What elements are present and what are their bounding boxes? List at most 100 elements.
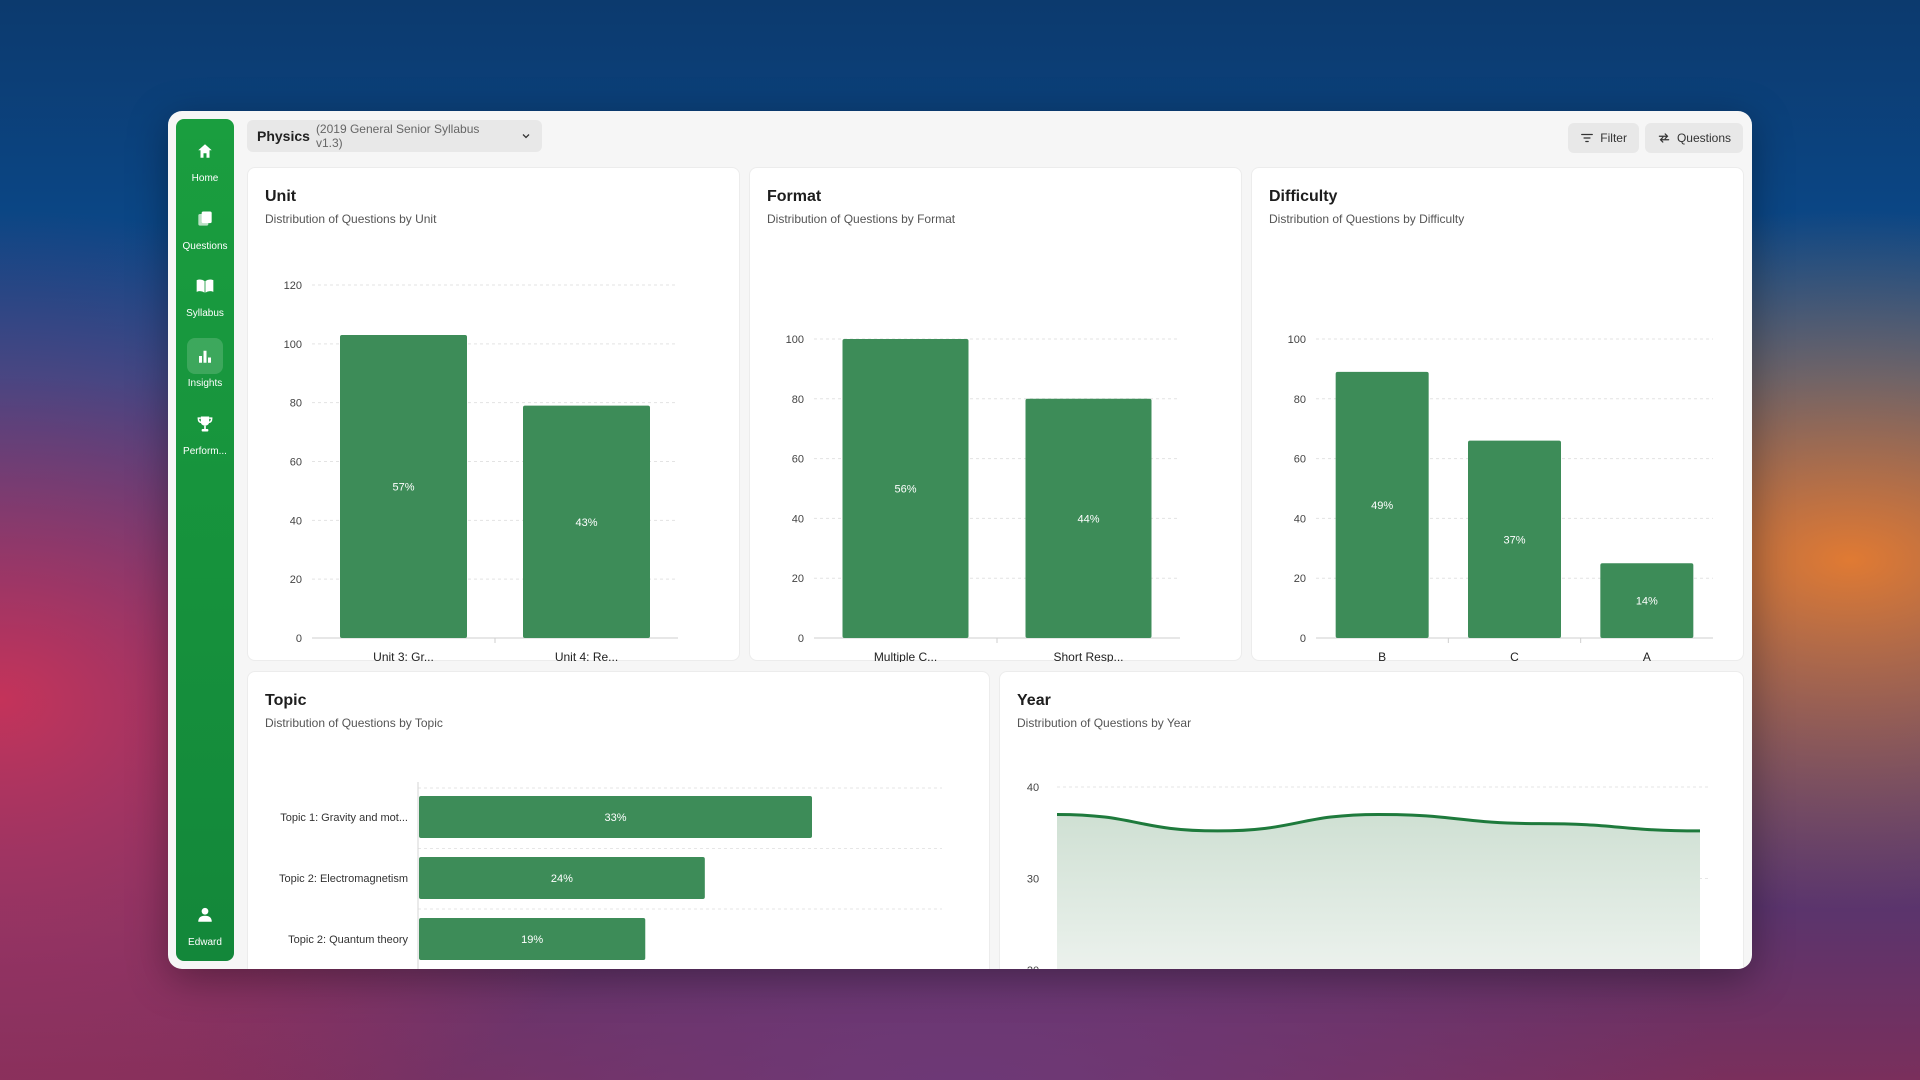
y-tick-label: 20 [290, 574, 302, 586]
bar [523, 405, 650, 638]
x-tick-label: C [1510, 650, 1519, 662]
y-tick-label: 20 [792, 573, 804, 585]
card-subtitle: Distribution of Questions by Difficulty [1269, 212, 1465, 226]
user-icon [187, 897, 223, 933]
filter-icon [1580, 131, 1594, 145]
questions-button[interactable]: Questions [1644, 123, 1743, 153]
y-tick-label: 0 [798, 633, 804, 645]
card-title: Year [1017, 692, 1051, 709]
sidebar-item-questions[interactable]: Questions [176, 201, 234, 263]
chevron-down-icon [520, 130, 532, 142]
data-label: 57% [392, 482, 414, 494]
bar [419, 918, 646, 960]
data-label: 24% [551, 873, 573, 885]
format-card: Format Distribution of Questions by Form… [749, 167, 1242, 662]
y-tick-label: 100 [1288, 334, 1306, 346]
bar [842, 339, 969, 638]
sidebar-item-label: Perform... [183, 446, 227, 457]
sidebar-item-label: Questions [182, 241, 228, 252]
topic-chart: 33% Topic 1: Gravity and mot... 24% Topic 2… [279, 782, 942, 969]
data-label: 49% [1371, 500, 1393, 512]
y-tick-label: 80 [1294, 394, 1306, 406]
sidebar-item-syllabus[interactable]: Syllabus [176, 268, 234, 330]
y-tick-label: 40 [1294, 513, 1306, 525]
y-tick-label: 100 [284, 339, 302, 351]
topic-card: Topic Distribution of Questions by Topic… [247, 671, 990, 969]
year-chart: 20 30 40 [1027, 782, 1710, 969]
y-tick-label: 40 [290, 515, 302, 527]
y-tick-label: 120 [284, 280, 302, 292]
x-tick-label: B [1378, 650, 1386, 662]
y-tick-label: 20 [1294, 573, 1306, 585]
bar [1468, 440, 1561, 638]
data-label: 44% [1077, 513, 1099, 525]
subject-name: Physics [257, 128, 310, 144]
bar [340, 335, 467, 638]
cards-icon [187, 201, 223, 237]
y-tick-label: Topic 2: Electromagnetism [279, 873, 408, 885]
y-tick-label: 40 [1027, 782, 1039, 794]
swap-arrows-icon [1657, 131, 1671, 145]
y-tick-label: 80 [792, 394, 804, 406]
card-subtitle: Distribution of Questions by Format [767, 212, 956, 226]
bar [419, 857, 705, 899]
sidebar-item-insights[interactable]: Insights [176, 338, 234, 400]
data-label: 19% [521, 934, 543, 946]
card-subtitle: Distribution of Questions by Unit [265, 212, 437, 226]
user-name: Edward [188, 937, 222, 948]
data-label: 33% [604, 812, 626, 824]
bar-chart-icon [187, 338, 223, 374]
unit-chart: 0 20 40 60 80 100 120 57% Unit 3: Gr... 43% Unit 4… [284, 280, 678, 662]
y-tick-label: 60 [792, 454, 804, 466]
sidebar-item-label: Home [191, 173, 219, 184]
y-tick-label: Topic 2: Quantum theory [288, 934, 408, 946]
book-icon [187, 268, 223, 304]
y-tick-label: 40 [792, 513, 804, 525]
y-tick-label: 80 [290, 398, 302, 410]
x-tick-label: Unit 3: Gr... [373, 650, 434, 662]
y-tick-label: Topic 1: Gravity and mot... [280, 812, 408, 824]
data-label: 56% [894, 484, 916, 496]
y-tick-label: 60 [290, 457, 302, 469]
difficulty-card: Difficulty Distribution of Questions by … [1251, 167, 1744, 662]
data-label: 43% [575, 517, 597, 529]
difficulty-chart: 0 20 40 60 80 100 49% B 37% C 14% A [1288, 334, 1713, 662]
card-subtitle: Distribution of Questions by Topic [265, 716, 443, 730]
bar [1600, 563, 1694, 638]
sidebar-item-label: Syllabus [186, 308, 224, 319]
subject-syllabus: (2019 General Senior Syllabus v1.3) [315, 122, 480, 150]
trophy-icon [187, 406, 223, 442]
card-title: Difficulty [1269, 188, 1338, 205]
y-tick-label: 30 [1027, 874, 1039, 886]
sidebar-item-performance[interactable]: Perform... [176, 406, 234, 468]
y-tick-label: 100 [786, 334, 804, 346]
sidebar: Home Questions Syllabus Insights Perform… [176, 119, 234, 961]
format-chart: 0 20 40 60 80 100 56% Multiple C... 44% Short Res… [786, 334, 1180, 662]
sidebar-item-home[interactable]: Home [176, 133, 234, 195]
year-card: Year Distribution of Questions by Year 2… [999, 671, 1744, 969]
questions-label: Questions [1676, 131, 1731, 145]
x-tick-label: Multiple C... [874, 650, 937, 662]
y-tick-label: 60 [1294, 454, 1306, 466]
bar [1335, 371, 1429, 638]
x-tick-label: A [1643, 650, 1651, 662]
data-label: 14% [1636, 596, 1658, 608]
y-tick-label: 0 [1300, 633, 1306, 645]
card-title: Topic [265, 692, 307, 709]
series-line [1056, 812, 1701, 833]
app-window: Home Questions Syllabus Insights Perform… [168, 111, 1752, 969]
bar [1025, 398, 1152, 638]
subject-selector[interactable]: Physics (2019 General Senior Syllabus v1… [247, 120, 542, 152]
filter-label: Filter [1600, 131, 1627, 145]
user-profile[interactable]: Edward [176, 897, 234, 959]
card-title: Unit [265, 188, 297, 205]
unit-card: Unit Distribution of Questions by Unit 0… [247, 167, 740, 662]
x-tick-label: Short Resp... [1053, 650, 1123, 662]
toolbar: Filter Questions [1568, 123, 1743, 153]
filter-button[interactable]: Filter [1568, 123, 1639, 153]
home-icon [187, 133, 223, 169]
y-tick-label: 0 [296, 633, 302, 645]
card-subtitle: Distribution of Questions by Year [1017, 716, 1192, 730]
area-fill [1057, 814, 1700, 969]
x-tick-label: Unit 4: Re... [555, 650, 618, 662]
